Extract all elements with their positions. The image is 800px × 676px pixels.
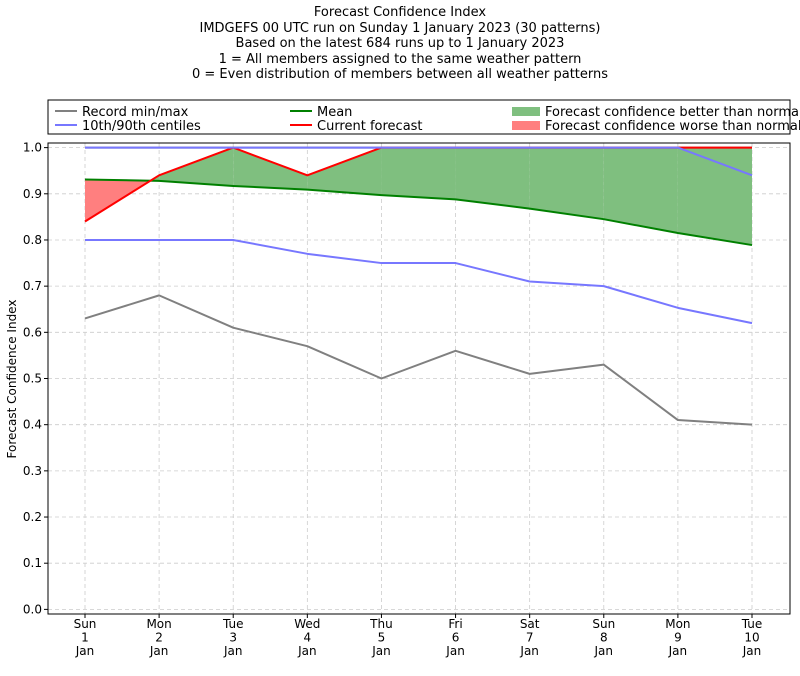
better-than-normal-area — [381, 147, 456, 200]
y-tick-label: 0.0 — [23, 602, 42, 616]
y-tick-label: 1.0 — [23, 141, 42, 155]
y-tick-label: 0.3 — [23, 464, 42, 478]
legend-label: Current forecast — [317, 119, 423, 134]
x-tick-label: Wed — [294, 617, 320, 631]
series-line-p90 — [85, 146, 753, 177]
better-than-normal-area — [307, 147, 382, 196]
x-tick-label: Mon — [146, 617, 171, 631]
better-than-normal-area — [603, 147, 678, 234]
x-tick-label: Mon — [665, 617, 690, 631]
x-tick-label: 9 — [674, 631, 682, 645]
legend-label: 10th/90th centiles — [82, 119, 201, 134]
legend: Record min/max Mean Forecast confidence be… — [47, 99, 800, 135]
x-tick-label: Thu — [369, 617, 393, 631]
chart-title-line-1: Forecast Confidence Index — [313, 5, 487, 20]
y-axis-label: Forecast Confidence Index — [5, 300, 19, 459]
y-tick-label: 0.9 — [23, 187, 42, 201]
x-tick-label: 2 — [155, 631, 163, 645]
x-tick-label: Jan — [594, 644, 614, 658]
chart-title-line-3: Based on the latest 684 runs up to 1 Jan… — [235, 36, 565, 51]
series-line-record-min — [84, 294, 753, 426]
x-tick-label: Jan — [742, 644, 762, 658]
x-tick-label: 8 — [600, 631, 608, 645]
y-tick-label: 0.1 — [23, 556, 42, 570]
x-tick-label: Jan — [149, 644, 169, 658]
x-tick-label: 3 — [229, 631, 237, 645]
y-tick-label: 0.5 — [23, 372, 42, 386]
y-tick-label: 0.2 — [23, 510, 42, 524]
fill-layer — [85, 147, 752, 246]
x-tick-label: Sun — [74, 617, 97, 631]
x-tick-label: 1 — [81, 631, 89, 645]
series-line-p10 — [85, 238, 753, 325]
x-tick-label: Jan — [223, 644, 243, 658]
x-tick-label: Jan — [371, 644, 391, 658]
y-tick-label: 0.7 — [23, 279, 42, 293]
better-than-normal-area — [233, 147, 308, 190]
series-line-mean — [84, 178, 753, 247]
x-tick-label: Jan — [668, 644, 688, 658]
legend-swatch — [512, 107, 540, 116]
legend-label: Mean — [317, 105, 352, 120]
x-tick-label: 6 — [452, 631, 460, 645]
x-tick-label: Jan — [297, 644, 317, 658]
legend-items: Record min/max Mean Forecast confidence be… — [55, 105, 800, 134]
legend-label: Forecast confidence better than normal — [545, 105, 800, 120]
series-layer — [84, 146, 753, 426]
chart-title-line-4: 1 = All members assigned to the same wea… — [218, 51, 582, 67]
chart-title: Forecast Confidence Index IMDGEFS 00 UTC… — [0, 5, 800, 83]
better-than-normal-area — [677, 147, 752, 246]
x-axis: Sun1JanMon2JanTue3JanWed4JanThu5JanFri6J… — [74, 614, 763, 658]
x-tick-label: Jan — [519, 644, 539, 658]
chart-title-line-5: 0 = Even distribution of members between… — [191, 67, 609, 82]
x-tick-label: Jan — [75, 644, 95, 658]
legend-label: Forecast confidence worse than normal — [545, 119, 800, 134]
legend-label: Record min/max — [82, 105, 189, 120]
x-tick-label: Tue — [741, 617, 763, 631]
legend-swatch — [512, 121, 540, 130]
x-tick-label: Sun — [592, 617, 615, 631]
chart-title-line-2: IMDGEFS 00 UTC run on Sunday 1 January 2… — [199, 20, 601, 36]
legend-box — [47, 99, 791, 135]
y-tick-label: 0.8 — [23, 233, 42, 247]
x-tick-label: Fri — [448, 617, 462, 631]
y-tick-label: 0.6 — [23, 325, 42, 339]
x-tick-label: 4 — [304, 631, 312, 645]
x-tick-label: 7 — [526, 631, 534, 645]
better-than-normal-area — [529, 147, 604, 220]
x-tick-label: 5 — [378, 631, 386, 645]
x-tick-label: Jan — [445, 644, 465, 658]
x-tick-label: Tue — [222, 617, 244, 631]
y-tick-label: 0.4 — [23, 418, 42, 432]
better-than-normal-area — [159, 147, 234, 186]
y-axis: 0.0 0.1 0.2 0.3 0.4 0.5 0.6 0.7 0.8 0.9 1.0 — [23, 141, 48, 616]
better-than-normal-area — [455, 147, 530, 209]
x-tick-label: 10 — [744, 631, 759, 645]
x-tick-label: Sat — [520, 617, 540, 631]
